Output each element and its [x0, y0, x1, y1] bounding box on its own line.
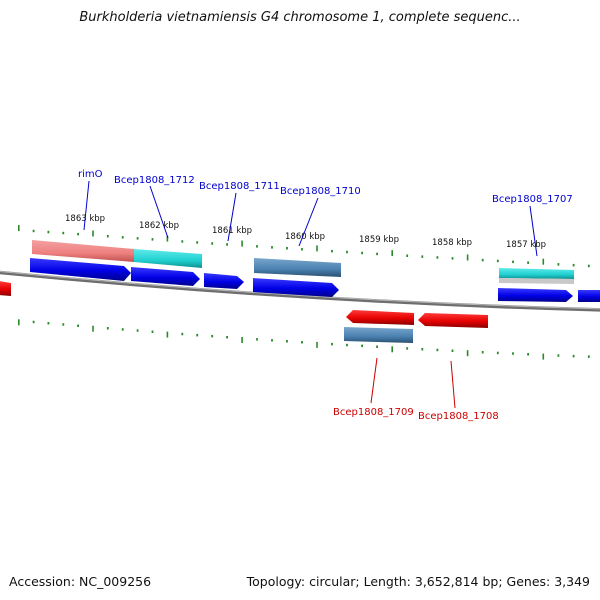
cds-forward-1710[interactable] [253, 278, 339, 297]
gene-1709-feature[interactable] [344, 327, 413, 343]
gene-rimO-feature[interactable] [32, 240, 134, 262]
gene-1712-feature[interactable] [134, 249, 202, 268]
cds-forward-1712[interactable] [131, 267, 200, 286]
cds-forward-1711[interactable] [204, 273, 244, 289]
ruler-label-1862: 1862 kbp [139, 221, 179, 231]
genome-backbone [0, 270, 600, 312]
gene-label-1709[interactable]: Bcep1808_1709 [333, 407, 414, 418]
leader-1712 [149, 185, 169, 239]
cds-forward-1707[interactable] [498, 288, 573, 302]
leader-1708 [450, 360, 456, 409]
cds-forward-rimO[interactable] [30, 258, 131, 281]
ruler-label-1861: 1861 kbp [212, 226, 252, 236]
ruler-label-1860: 1860 kbp [285, 232, 325, 242]
gene-1710-feature[interactable] [254, 258, 341, 277]
cds-reverse-1709[interactable] [346, 310, 414, 325]
cds-reverse-1708[interactable] [418, 313, 488, 328]
gene-label-1708[interactable]: Bcep1808_1708 [418, 411, 499, 422]
ruler-label-1859: 1859 kbp [359, 235, 399, 245]
gene-label-1710[interactable]: Bcep1808_1710 [280, 186, 361, 197]
cds-reverse-left-edge[interactable] [0, 281, 11, 296]
leader-rimO [83, 180, 90, 231]
gene-label-1712[interactable]: Bcep1808_1712 [114, 175, 195, 186]
leader-1709 [370, 357, 378, 404]
leader-1707 [529, 205, 538, 257]
cds-forward-next[interactable] [578, 290, 600, 302]
accession-text: Accession: NC_009256 [9, 574, 152, 589]
leader-1711 [227, 192, 237, 242]
map-title: Burkholderia vietnamiensis G4 chromosome… [79, 10, 521, 25]
gene-1707-feature[interactable] [499, 268, 574, 279]
ruler-lower-ticks [17, 319, 590, 360]
ruler-label-1857: 1857 kbp [506, 240, 546, 250]
leader-1710 [298, 197, 319, 247]
gene-label-rimO[interactable]: rimO [78, 169, 103, 180]
summary-text: Topology: circular; Length: 3,652,814 bp… [246, 574, 590, 589]
ruler-label-1858: 1858 kbp [432, 238, 472, 248]
gene-label-1707[interactable]: Bcep1808_1707 [492, 194, 573, 205]
gene-label-1711[interactable]: Bcep1808_1711 [199, 181, 280, 192]
